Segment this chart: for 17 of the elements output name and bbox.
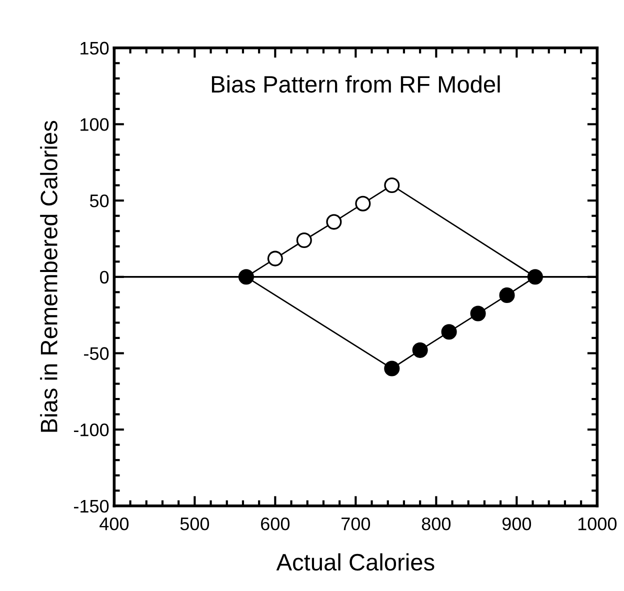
y-tick-label: 150 (80, 42, 109, 55)
x-tick-label: 1000 (578, 517, 617, 530)
y-tick-label: -50 (84, 347, 109, 360)
x-tick-label: 700 (342, 517, 370, 530)
y-tick-label: 50 (90, 194, 109, 208)
y-tick-label: -100 (74, 423, 109, 436)
text: Bias Pattern from RF Model (212, 75, 500, 93)
x-tick-label: 800 (422, 517, 451, 530)
y-tick-label: -150 (74, 500, 109, 513)
y-tick-label: 0 (100, 270, 109, 284)
x-tick-label: 600 (261, 517, 290, 530)
x-axis-title: Actual Calories (276, 553, 434, 571)
x-tick-label: 900 (502, 517, 532, 530)
y-tick-label: 100 (80, 118, 109, 131)
y-axis-title: Bias in Remembered Calories (40, 120, 58, 432)
x-tick-label: 400 (100, 517, 129, 530)
x-tick-label: 500 (180, 517, 210, 530)
